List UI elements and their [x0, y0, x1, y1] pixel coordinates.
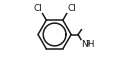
Text: Cl: Cl	[33, 4, 42, 13]
Text: Cl: Cl	[67, 4, 76, 13]
Text: 2: 2	[86, 40, 90, 46]
Text: NH: NH	[81, 40, 95, 49]
